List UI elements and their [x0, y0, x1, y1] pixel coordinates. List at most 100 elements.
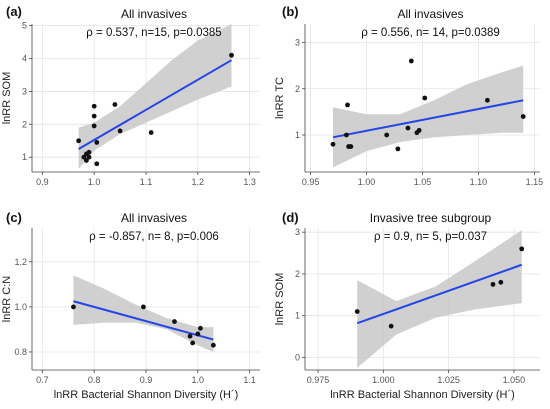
data-point — [112, 102, 118, 107]
data-point — [384, 132, 390, 138]
y-tick-label: 2 — [295, 269, 300, 279]
x-tick-label: 1.00 — [358, 177, 376, 187]
regression-line — [78, 59, 233, 150]
y-tick-label: 2 — [295, 84, 300, 94]
data-point — [148, 130, 154, 135]
y-tick-label: 5 — [22, 21, 27, 31]
y-tick-label: 0 — [295, 352, 300, 362]
data-point — [117, 128, 123, 134]
chart-title: All invasives — [121, 211, 187, 225]
data-point — [422, 95, 428, 101]
panel-label: (a) — [6, 4, 22, 19]
x-tick-label: 1.0 — [192, 375, 205, 385]
x-tick-label: 1.2 — [192, 177, 205, 187]
data-point — [348, 144, 354, 149]
chart-stats: ρ = 0.9, n= 5, p=0.037 — [374, 231, 487, 243]
data-point — [520, 114, 526, 119]
data-point — [91, 123, 97, 129]
confidence-band — [78, 24, 232, 169]
data-point — [490, 281, 496, 287]
x-tick-label: 0.9 — [36, 177, 49, 187]
data-point — [172, 319, 177, 324]
panel-label: (d) — [282, 210, 299, 225]
data-point — [86, 154, 92, 160]
panel-b: 0.95 1.00 1.05 1.10 1.15 1 2 3 (b) All invasives ρ… — [274, 4, 543, 187]
data-point — [354, 309, 360, 314]
chart-stats: ρ = 0.556, n= 14, p=0.0389 — [361, 27, 500, 39]
chart-title: All invasives — [397, 7, 463, 21]
x-tick-label: 1.0 — [88, 177, 101, 187]
confidence-band — [332, 65, 524, 168]
data-point — [330, 141, 336, 147]
confidence-band — [73, 275, 214, 352]
x-tick-label: 1.050 — [503, 375, 526, 385]
chart-stats: ρ = -0.857, n= 8, p=0.006 — [89, 231, 219, 243]
y-tick-label: 1 — [295, 130, 300, 140]
panel-label: (b) — [282, 4, 299, 19]
data-point — [91, 103, 97, 109]
panel-d: 0.975 1.000 1.025 1.050 0 1 2 3 (d) Invasive tree… — [274, 210, 540, 401]
data-point — [195, 331, 201, 337]
data-point — [416, 127, 422, 133]
data-point — [408, 58, 414, 64]
y-tick-label: 4 — [22, 54, 27, 64]
data-point — [76, 138, 82, 144]
y-tick-label: 0.8 — [14, 347, 27, 357]
x-tick-label: 1.1 — [243, 375, 256, 385]
data-point — [187, 333, 193, 339]
confidence-band — [357, 230, 522, 368]
x-axis-label: lnRR Bacterial Shannon Diversity (H´) — [330, 389, 515, 401]
y-tick-label: 3 — [22, 86, 27, 96]
y-tick-label: 1.2 — [14, 257, 27, 267]
panel-c: 0.7 0.8 0.9 1.0 1.1 0.8 1.0 1.2 (c) All invasives… — [1, 210, 260, 401]
data-point — [198, 325, 203, 331]
data-point — [84, 158, 89, 163]
data-point — [345, 102, 350, 108]
data-point — [405, 125, 411, 131]
x-tick-label: 1.000 — [372, 375, 395, 385]
data-point — [498, 279, 504, 285]
regression-line — [73, 300, 214, 341]
data-point — [344, 132, 349, 138]
data-point — [81, 154, 87, 160]
data-point — [71, 304, 76, 310]
regression-line — [356, 263, 523, 325]
x-tick-label: 0.8 — [88, 375, 101, 385]
x-axis-label: lnRR Bacterial Shannon Diversity (H´) — [54, 389, 239, 401]
data-point — [190, 340, 196, 346]
regression-line — [332, 99, 524, 139]
panel-label: (c) — [6, 210, 22, 225]
y-tick-label: 1 — [22, 152, 27, 162]
data-point — [91, 113, 97, 119]
data-point — [388, 323, 394, 329]
y-tick-label: 3 — [295, 38, 300, 48]
x-tick-label: 1.15 — [526, 177, 544, 187]
x-tick-label: 1.05 — [414, 177, 432, 187]
x-tick-label: 0.95 — [302, 177, 320, 187]
data-point — [229, 52, 234, 58]
y-axis-label: lnRR SOM — [1, 72, 13, 125]
chart-title: Invasive tree subgroup — [370, 211, 492, 225]
data-point — [94, 140, 100, 145]
x-tick-label: 1.10 — [470, 177, 488, 187]
x-tick-label: 0.9 — [140, 375, 153, 385]
y-axis-label: lnRR C:N — [1, 276, 13, 323]
x-tick-label: 0.975 — [307, 375, 330, 385]
x-tick-label: 1.1 — [140, 177, 153, 187]
y-tick-label: 2 — [22, 119, 27, 129]
y-axis-label: lnRR SOM — [274, 273, 286, 326]
data-point — [94, 161, 100, 167]
data-point — [84, 151, 89, 157]
chart-stats: ρ = 0.537, n=15, p=0.0385 — [86, 27, 221, 39]
x-tick-label: 1.025 — [437, 375, 460, 385]
data-point — [395, 146, 401, 152]
panel-a: 0.9 1.0 1.1 1.2 1.3 1 2 3 4 5(a) All invasives ρ = … — [1, 4, 260, 187]
data-point — [141, 304, 146, 310]
data-point — [210, 342, 216, 348]
y-tick-label: 1.0 — [14, 302, 27, 312]
y-tick-label: 1 — [295, 311, 300, 321]
data-point — [519, 246, 525, 252]
chart-title: All invasives — [121, 7, 187, 21]
y-tick-label: 3 — [295, 227, 300, 237]
